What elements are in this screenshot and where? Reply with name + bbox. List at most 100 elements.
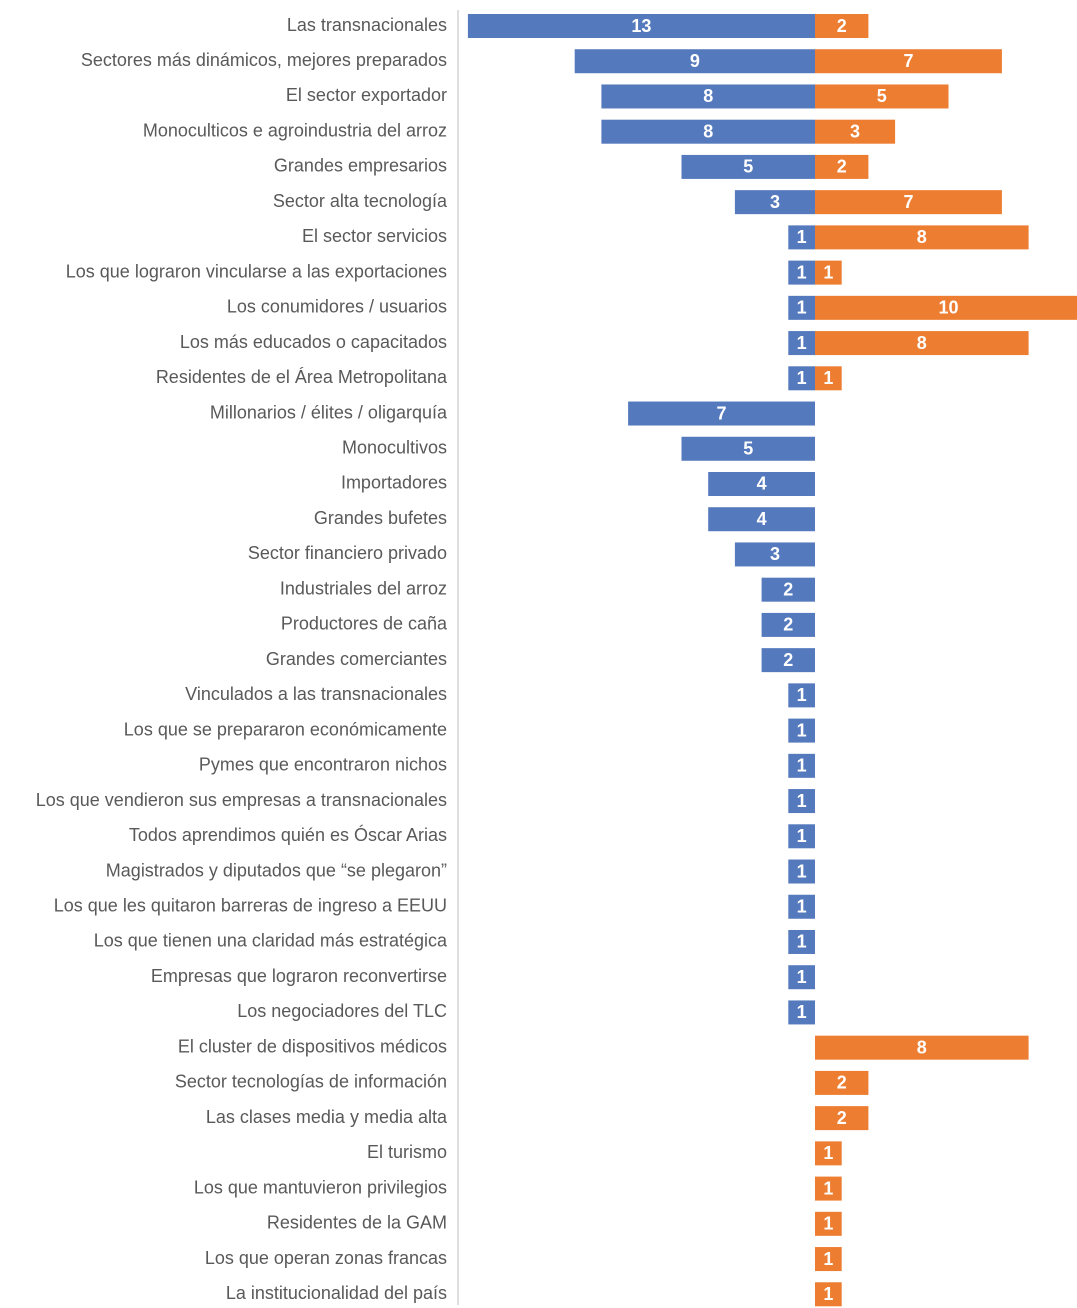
value-label: 1 [823,1284,833,1304]
category-label: Los que se prepararon económicamente [124,719,447,739]
bar [761,612,815,637]
value-label: 1 [797,861,807,881]
bar [815,1211,842,1236]
bar [815,190,1002,215]
value-label: 1 [823,1249,833,1269]
bar [788,753,815,778]
bar [467,14,815,38]
value-label: 3 [850,121,860,141]
bar [815,260,842,285]
value-label: 10 [938,298,958,318]
bar [815,1247,842,1272]
value-label: 2 [783,650,793,670]
category-label: Los que les quitaron barreras de ingreso… [54,896,447,916]
category-label: Monoculticos e agroindustria del arroz [143,120,447,140]
category-label: Los que vendieron sus empresas a transna… [36,790,447,810]
bar [788,683,815,708]
value-label: 2 [837,16,847,36]
bar [788,894,815,919]
category-label: Los conumidores / usuarios [227,297,447,317]
category-label: El turismo [367,1142,447,1162]
category-label: Grandes comerciantes [266,649,447,669]
bar [681,436,815,461]
value-label: 2 [837,1073,847,1093]
bar [788,260,815,285]
value-label: 1 [823,368,833,388]
category-label: Las clases media y media alta [206,1107,448,1127]
value-label: 1 [823,1143,833,1163]
value-label: 1 [797,227,807,247]
category-label: Los que lograron vincularse a las export… [66,261,447,281]
value-label: 1 [797,897,807,917]
value-label: 1 [797,298,807,318]
category-label: Industriales del arroz [280,578,447,598]
bar [815,225,1029,250]
category-label: Los que mantuvieron privilegios [194,1177,447,1197]
bar [815,84,949,109]
value-label: 13 [631,16,651,36]
bar [815,366,842,391]
category-label: Pymes que encontraron nichos [199,755,447,775]
category-label: Sector alta tecnología [273,191,448,211]
bar [815,154,869,179]
bar [788,295,815,320]
category-label: Los que operan zonas francas [205,1248,447,1268]
bar [708,507,815,532]
value-label: 8 [917,333,927,353]
bar [788,929,815,954]
bar [628,401,815,426]
category-label: Importadores [341,473,447,493]
bar [601,119,815,144]
category-label: Grandes bufetes [314,508,447,528]
bar [815,119,896,144]
bar [815,1106,869,1131]
bar [788,331,815,356]
value-label: 1 [797,368,807,388]
bar [815,14,869,38]
value-label: 8 [917,227,927,247]
bar [815,1035,1029,1060]
value-label: 1 [797,262,807,282]
category-label: El sector exportador [286,85,447,105]
category-label: El sector servicios [302,226,447,246]
value-label: 3 [770,192,780,212]
bar [681,154,815,179]
value-label: 1 [823,262,833,282]
bar [788,225,815,250]
value-label: 1 [823,1214,833,1234]
value-label: 7 [717,403,727,423]
bar [788,789,815,814]
category-label: Empresas que lograron reconvertirse [151,966,447,986]
value-label: 1 [797,967,807,987]
value-label: 1 [797,720,807,740]
bar [734,542,815,567]
bar [788,718,815,743]
category-label: Los más educados o capacitados [180,332,447,352]
bar [574,49,815,74]
bar [788,1000,815,1025]
bar [815,295,1077,320]
category-label: Millonarios / élites / oligarquía [210,402,448,422]
value-label: 5 [877,86,887,106]
bar [815,1282,842,1307]
value-label: 2 [837,1108,847,1128]
value-label: 5 [743,439,753,459]
value-label: 4 [757,474,767,494]
value-label: 1 [797,826,807,846]
category-label: El cluster de dispositivos médicos [178,1036,447,1056]
value-label: 2 [783,579,793,599]
bar [815,331,1029,356]
value-label: 1 [797,685,807,705]
category-label: La institucionalidad del país [226,1283,447,1303]
bar [761,648,815,673]
bar [708,471,815,496]
value-label: 3 [770,544,780,564]
value-label: 8 [703,121,713,141]
bar [788,859,815,884]
category-label: Las transnacionales [287,15,447,35]
category-label: Sector tecnologías de información [175,1072,447,1092]
value-label: 8 [917,1037,927,1057]
category-label: Productores de caña [281,614,448,634]
value-label: 1 [797,791,807,811]
